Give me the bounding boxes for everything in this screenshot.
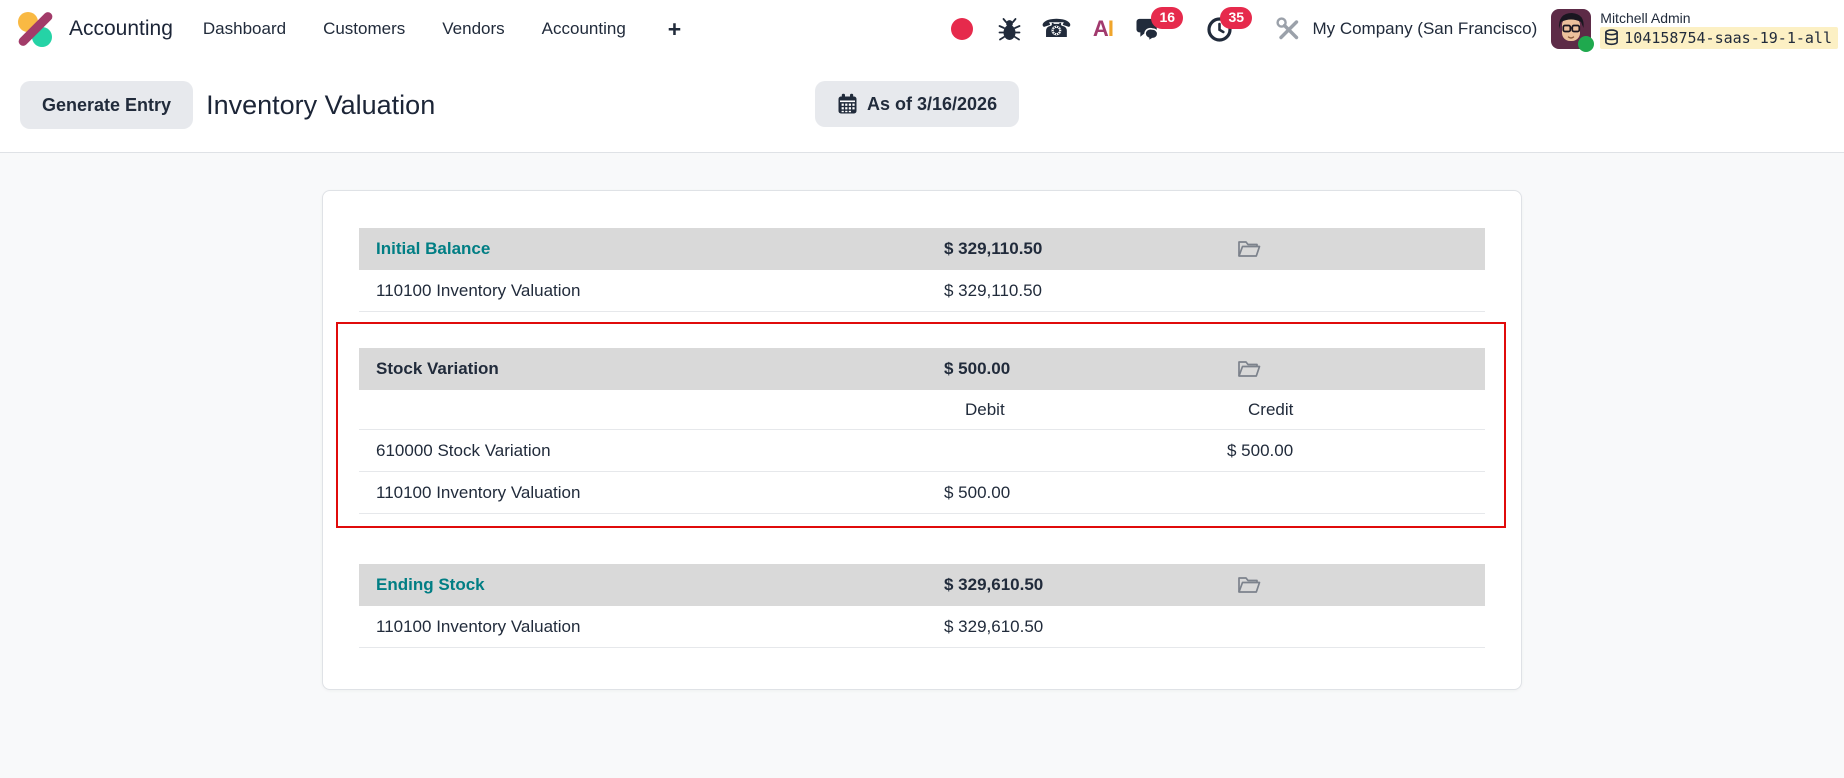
- database-name: 104158754-saas-19-1-all: [1600, 26, 1838, 49]
- page-title: Inventory Valuation: [206, 89, 436, 120]
- line-debit: $ 329,110.50: [944, 280, 1042, 300]
- generate-entry-button[interactable]: Generate Entry: [20, 81, 194, 129]
- account-label: 610000 Stock Variation: [376, 440, 551, 460]
- line-debit: $ 500.00: [944, 482, 1011, 502]
- section-header-row: Initial Balance $ 329,110.50: [359, 228, 1485, 270]
- section-name-link[interactable]: Initial Balance: [376, 239, 491, 258]
- section-total: $ 329,610.50: [944, 575, 1044, 594]
- account-label: 110100 Inventory Valuation: [376, 280, 581, 300]
- section-total: $ 500.00: [944, 359, 1011, 378]
- menu-vendors[interactable]: Vendors: [442, 19, 505, 38]
- inventory-valuation-report: Initial Balance $ 329,110.50 110100 Inve…: [322, 190, 1522, 690]
- credit-column-header: Credit: [1248, 399, 1294, 419]
- plus-menu-icon[interactable]: +: [667, 15, 682, 42]
- user-name: Mitchell Admin: [1600, 9, 1691, 26]
- tools-icon[interactable]: [1274, 14, 1302, 44]
- menu-dashboard[interactable]: Dashboard: [202, 19, 287, 38]
- app-name: Accounting: [69, 17, 173, 40]
- section-stock-variation: Stock Variation $ 500.00 Debit Credit 61…: [359, 348, 1485, 514]
- line-debit: $ 329,610.50: [944, 616, 1044, 636]
- section-name: Stock Variation: [376, 359, 499, 378]
- messages-icon[interactable]: 16: [1136, 7, 1184, 44]
- database-icon: [1605, 29, 1619, 46]
- control-panel: Generate Entry Inventory Valuation As of…: [0, 58, 1844, 153]
- section-ending-stock: Ending Stock $ 329,610.50 110100 Invento…: [359, 564, 1485, 648]
- report-line-row: 110100 Inventory Valuation $ 500.00: [359, 472, 1485, 514]
- account-label: 110100 Inventory Valuation: [376, 482, 581, 502]
- menu-accounting[interactable]: Accounting: [541, 19, 626, 38]
- odoo-logo-icon: [14, 8, 56, 50]
- open-entries-folder-icon[interactable]: [1227, 575, 1485, 595]
- avatar: [1551, 9, 1595, 52]
- voip-phone-icon[interactable]: ☎: [1040, 14, 1073, 43]
- account-label: 110100 Inventory Valuation: [376, 616, 581, 636]
- section-header-row: Ending Stock $ 329,610.50: [359, 564, 1485, 606]
- section-header-row: Stock Variation $ 500.00: [359, 348, 1485, 390]
- section-initial-balance: Initial Balance $ 329,110.50 110100 Inve…: [359, 228, 1485, 312]
- debit-column-header: Debit: [965, 399, 1005, 419]
- date-filter-button[interactable]: As of 3/16/2026: [815, 81, 1020, 127]
- record-indicator-icon[interactable]: [948, 14, 976, 44]
- home-menu-button[interactable]: Accounting: [14, 8, 173, 50]
- main-menu: Dashboard Customers Vendors Accounting +: [202, 15, 682, 42]
- menu-customers[interactable]: Customers: [323, 19, 406, 38]
- line-credit: $ 500.00: [1227, 440, 1294, 460]
- column-headers-row: Debit Credit: [359, 390, 1485, 430]
- bug-icon[interactable]: [995, 14, 1023, 44]
- activities-count-badge: 35: [1220, 7, 1253, 29]
- activities-clock-icon[interactable]: 35: [1205, 7, 1253, 44]
- main-content: Initial Balance $ 329,110.50 110100 Inve…: [0, 190, 1844, 778]
- calendar-icon: [838, 93, 857, 114]
- messages-count-badge: 16: [1151, 7, 1184, 29]
- user-menu[interactable]: Mitchell Admin 104158754-saas-19-1-all: [1551, 9, 1838, 52]
- top-navbar: Accounting Dashboard Customers Vendors A…: [0, 0, 1844, 58]
- open-entries-folder-icon[interactable]: [1227, 239, 1485, 259]
- report-line-row: 110100 Inventory Valuation $ 329,110.50: [359, 270, 1485, 312]
- section-name-link[interactable]: Ending Stock: [376, 575, 485, 594]
- report-line-row: 110100 Inventory Valuation $ 329,610.50: [359, 606, 1485, 648]
- company-switcher[interactable]: My Company (San Francisco): [1312, 19, 1538, 38]
- section-total: $ 329,110.50: [944, 239, 1043, 258]
- online-status-dot: [1578, 36, 1595, 52]
- open-entries-folder-icon[interactable]: [1227, 359, 1485, 379]
- report-line-row: 610000 Stock Variation $ 500.00: [359, 430, 1485, 472]
